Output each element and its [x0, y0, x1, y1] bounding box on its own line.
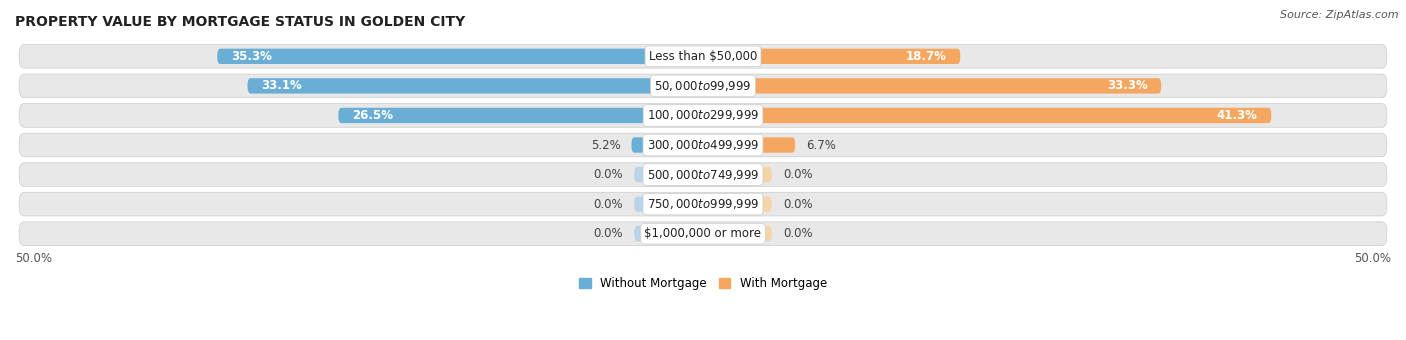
Text: 0.0%: 0.0% — [593, 168, 623, 181]
Text: $50,000 to $99,999: $50,000 to $99,999 — [654, 79, 752, 93]
FancyBboxPatch shape — [20, 74, 1386, 98]
FancyBboxPatch shape — [339, 108, 703, 123]
FancyBboxPatch shape — [631, 137, 703, 153]
Text: 50.0%: 50.0% — [1354, 252, 1391, 265]
FancyBboxPatch shape — [703, 137, 796, 153]
FancyBboxPatch shape — [703, 197, 772, 212]
Text: 50.0%: 50.0% — [15, 252, 52, 265]
Text: 0.0%: 0.0% — [783, 168, 813, 181]
Text: 0.0%: 0.0% — [783, 227, 813, 240]
Text: PROPERTY VALUE BY MORTGAGE STATUS IN GOLDEN CITY: PROPERTY VALUE BY MORTGAGE STATUS IN GOL… — [15, 15, 465, 29]
FancyBboxPatch shape — [703, 49, 960, 64]
Text: 5.2%: 5.2% — [591, 138, 620, 152]
FancyBboxPatch shape — [703, 226, 772, 241]
Text: Source: ZipAtlas.com: Source: ZipAtlas.com — [1281, 10, 1399, 20]
Text: 0.0%: 0.0% — [783, 198, 813, 211]
Text: 35.3%: 35.3% — [231, 50, 271, 63]
Text: Less than $50,000: Less than $50,000 — [648, 50, 758, 63]
Text: $300,000 to $499,999: $300,000 to $499,999 — [647, 138, 759, 152]
FancyBboxPatch shape — [247, 78, 703, 94]
FancyBboxPatch shape — [20, 45, 1386, 68]
FancyBboxPatch shape — [703, 167, 772, 182]
Text: 41.3%: 41.3% — [1216, 109, 1257, 122]
Text: $750,000 to $999,999: $750,000 to $999,999 — [647, 197, 759, 211]
Text: 26.5%: 26.5% — [352, 109, 394, 122]
Text: 0.0%: 0.0% — [593, 198, 623, 211]
FancyBboxPatch shape — [20, 104, 1386, 127]
Text: $1,000,000 or more: $1,000,000 or more — [644, 227, 762, 240]
FancyBboxPatch shape — [634, 167, 703, 182]
FancyBboxPatch shape — [703, 78, 1161, 94]
Text: $100,000 to $299,999: $100,000 to $299,999 — [647, 108, 759, 122]
FancyBboxPatch shape — [703, 108, 1271, 123]
FancyBboxPatch shape — [634, 197, 703, 212]
Legend: Without Mortgage, With Mortgage: Without Mortgage, With Mortgage — [574, 272, 832, 294]
FancyBboxPatch shape — [20, 222, 1386, 245]
Text: 6.7%: 6.7% — [806, 138, 837, 152]
Text: 18.7%: 18.7% — [905, 50, 946, 63]
FancyBboxPatch shape — [20, 163, 1386, 186]
Text: 33.1%: 33.1% — [262, 79, 302, 92]
FancyBboxPatch shape — [218, 49, 703, 64]
Text: 0.0%: 0.0% — [593, 227, 623, 240]
FancyBboxPatch shape — [20, 192, 1386, 216]
Text: 33.3%: 33.3% — [1107, 79, 1147, 92]
FancyBboxPatch shape — [634, 226, 703, 241]
Text: $500,000 to $749,999: $500,000 to $749,999 — [647, 168, 759, 182]
FancyBboxPatch shape — [20, 133, 1386, 157]
